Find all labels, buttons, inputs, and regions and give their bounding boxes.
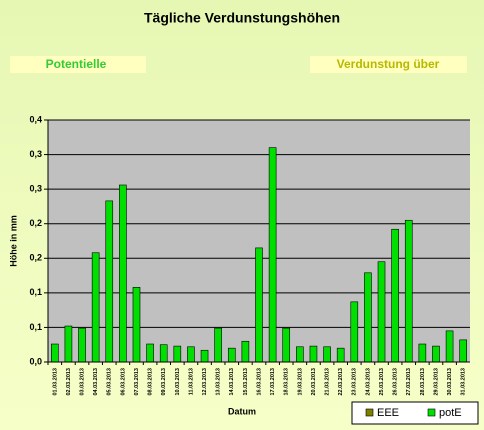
bar [132, 287, 141, 363]
x-tick-label: 17.03.2013 [270, 368, 276, 396]
x-tick-label: 30.03.2013 [447, 368, 453, 396]
bar [309, 345, 318, 363]
legend-swatch [427, 408, 436, 417]
y-tick-label: 0,3 [29, 149, 42, 159]
bar [119, 184, 127, 363]
x-tick-label: 23.03.2013 [352, 368, 358, 396]
annotation-box [10, 56, 146, 73]
bar [187, 346, 195, 363]
bar [391, 228, 399, 363]
x-tick-label: 05.03.2013 [107, 368, 113, 396]
y-tick-label: 0,0 [29, 356, 42, 366]
bar [445, 330, 454, 363]
bar [105, 200, 114, 363]
bar [432, 345, 440, 363]
x-tick-label: 02.03.2013 [66, 368, 72, 396]
x-tick-label: 19.03.2013 [297, 368, 303, 396]
x-tick-label: 09.03.2013 [161, 368, 167, 396]
bar [214, 327, 222, 363]
bar [364, 272, 372, 363]
bar [173, 345, 182, 363]
x-tick-label: 04.03.2013 [93, 368, 99, 396]
x-tick-label: 08.03.2013 [148, 368, 154, 396]
x-tick-label: 28.03.2013 [420, 368, 426, 396]
legend [351, 401, 479, 425]
bar [336, 347, 345, 363]
bar [296, 346, 304, 363]
bar [241, 340, 250, 363]
x-tick-label: 15.03.2013 [243, 368, 249, 396]
bar [323, 346, 331, 363]
legend-label: EEE [377, 407, 399, 419]
bar [282, 327, 291, 363]
bar [459, 339, 467, 363]
x-tick-label: 21.03.2013 [325, 368, 331, 396]
bar [268, 147, 277, 363]
bar [51, 343, 59, 363]
x-tick-label: 18.03.2013 [284, 368, 290, 396]
y-tick-label: 0,2 [29, 253, 42, 263]
x-tick-label: 13.03.2013 [216, 368, 222, 396]
y-axis-label: Höhe in mm [8, 215, 18, 267]
x-tick-label: 26.03.2013 [393, 368, 399, 396]
bar [91, 252, 100, 363]
x-tick-label: 20.03.2013 [311, 368, 317, 396]
y-tick-label: 0,1 [29, 322, 42, 332]
y-tick-label: 0,2 [29, 218, 42, 228]
bar [404, 219, 413, 363]
x-tick-label: 16.03.2013 [256, 368, 262, 396]
chart-title: Tägliche Verdunstungshöhen [144, 10, 340, 26]
bar [418, 343, 427, 363]
bar [64, 325, 73, 363]
bar [78, 327, 86, 363]
bar [350, 301, 359, 363]
x-tick-label: 27.03.2013 [406, 368, 412, 396]
y-tick-label: 0,1 [29, 287, 42, 297]
legend-label: potE [439, 407, 462, 419]
bar [146, 343, 154, 363]
x-tick-label: 03.03.2013 [79, 368, 85, 396]
bar [377, 261, 386, 363]
annotation: Verdunstung über [337, 57, 440, 71]
legend-swatch [365, 408, 374, 417]
x-tick-label: 01.03.2013 [52, 368, 58, 396]
x-tick-label: 12.03.2013 [202, 368, 208, 396]
x-axis-label: Datum [228, 406, 256, 416]
x-tick-label: 22.03.2013 [338, 368, 344, 396]
x-tick-label: 07.03.2013 [134, 368, 140, 396]
annotation-box [310, 56, 467, 73]
x-tick-label: 14.03.2013 [229, 368, 235, 396]
x-tick-label: 10.03.2013 [175, 368, 181, 396]
bar [227, 347, 236, 363]
x-tick-label: 11.03.2013 [188, 368, 194, 395]
y-tick-label: 0,4 [29, 114, 42, 124]
y-tick-label: 0,3 [29, 184, 42, 194]
bar [255, 247, 263, 363]
x-tick-label: 29.03.2013 [433, 368, 439, 396]
x-tick-label: 06.03.2013 [120, 368, 126, 396]
bar [200, 349, 209, 363]
bar [159, 344, 168, 363]
x-tick-label: 31.03.2013 [461, 368, 467, 396]
x-tick-label: 25.03.2013 [379, 368, 385, 396]
x-tick-label: 24.03.2013 [365, 368, 371, 396]
annotation: Potentielle [46, 57, 107, 71]
